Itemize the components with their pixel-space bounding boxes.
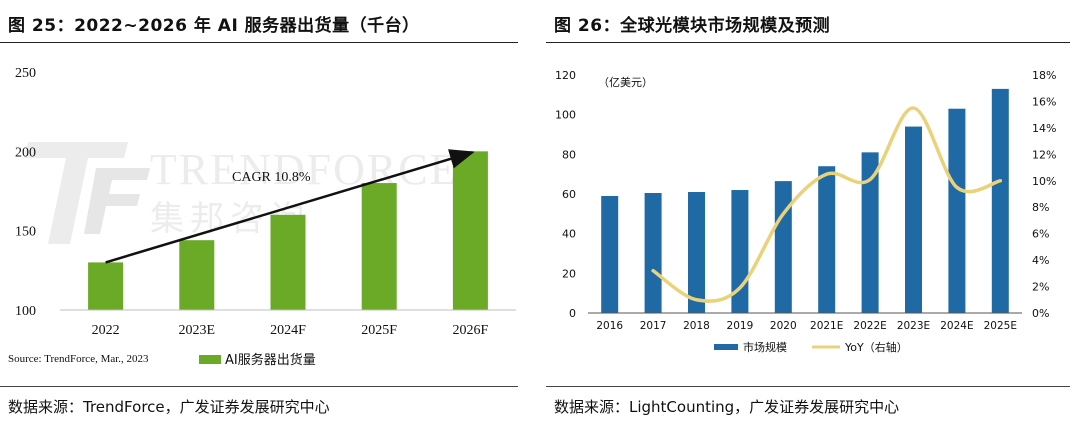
x-tick-label: 2019 (727, 320, 754, 332)
x-tick-label: 2022 (92, 323, 120, 338)
watermark-text: TRENDFORCE (150, 145, 458, 194)
y2-tick-label: 2% (1032, 281, 1049, 294)
chart-source-note: Source: TrendForce, Mar., 2023 (8, 353, 149, 365)
y-tick-label: 100 (555, 109, 576, 122)
y2-tick-label: 0% (1032, 307, 1049, 320)
y-axis-unit-label: （亿美元） (598, 76, 653, 89)
figure-25-bottom-rule (0, 386, 518, 387)
y-tick-label: 100 (15, 304, 36, 319)
x-tick-label: 2020 (770, 320, 797, 332)
legend-swatch (199, 355, 221, 364)
figure-25-top-rule (0, 42, 518, 43)
x-tick-label: 2023E (897, 320, 930, 332)
y2-tick-label: 6% (1032, 228, 1049, 241)
figure-26-title: 图 26：全球光模块市场规模及预测 (554, 16, 831, 36)
y2-tick-label: 8% (1032, 201, 1049, 214)
legend-swatch-market (714, 344, 738, 350)
bar-2017 (644, 193, 662, 313)
x-axis: 2016 2017 2018 2019 2020 2021E 2022E 2023E 2024E… (596, 320, 1017, 332)
x-tick-label: 2025E (984, 320, 1017, 332)
legend-label-yoy: YoY（右轴） (844, 340, 908, 354)
y2-tick-label: 10% (1032, 175, 1056, 188)
bar-2024F (270, 214, 306, 310)
legend: 市场规模 YoY（右轴） (714, 340, 908, 354)
figure-26-panel: 图 26：全球光模块市场规模及预测 （亿美元） 0 20 40 60 80 100 120 … (546, 0, 1080, 430)
legend-label: AI服务器出货量 (225, 352, 316, 368)
right-y-axis: 0% 2% 4% 6% 8% 10% 12% 14% 16% 18% (1032, 69, 1056, 320)
bar-2022 (88, 262, 124, 310)
bar-2026F (452, 151, 488, 310)
x-axis: 2022 2023E 2024F 2025F 2026F (92, 323, 489, 338)
y-tick-label: 60 (562, 188, 576, 201)
x-tick-label: 2022E (853, 320, 886, 332)
bar-2020 (774, 181, 792, 313)
figure-25-panel: 图 25：2022~2026 年 AI 服务器出货量（千台） TRENDFORC… (0, 0, 528, 430)
y-tick-label: 120 (555, 69, 576, 82)
optical-module-market-chart: （亿美元） 0 20 40 60 80 100 120 0% 2% 4% 6% 8% 10% 12% 14… (555, 69, 1056, 354)
x-tick-label: 2023E (179, 323, 216, 338)
y-tick-label: 250 (15, 66, 36, 81)
figure-26-bottom-rule (546, 386, 1070, 387)
y2-tick-label: 14% (1032, 122, 1056, 135)
bar-2023E (905, 126, 922, 313)
bar-2021E (818, 166, 836, 313)
left-y-axis: 0 20 40 60 80 100 120 (555, 69, 576, 320)
x-tick-label: 2017 (640, 320, 667, 332)
x-tick-label: 2025F (361, 323, 397, 338)
yoy-line-series (651, 106, 1003, 303)
y2-tick-label: 12% (1032, 148, 1056, 161)
x-tick-label: 2026F (453, 323, 489, 338)
cagr-annotation: CAGR 10.8% (232, 170, 311, 185)
y-tick-label: 80 (562, 148, 576, 161)
bar-2025E (991, 88, 1009, 313)
watermark-logo-icon (24, 142, 128, 244)
trendforce-watermark: TRENDFORCE 集邦咨询 (24, 142, 458, 244)
figure-25-title: 图 25：2022~2026 年 AI 服务器出货量（千台） (8, 16, 420, 36)
figure-26-source: 数据来源：LightCounting，广发证券发展研究中心 (554, 398, 900, 416)
y2-tick-label: 18% (1032, 69, 1056, 82)
y-tick-label: 20 (562, 267, 576, 280)
bar-2025F (361, 183, 397, 310)
y-tick-label: 40 (562, 228, 576, 241)
watermark-logo-icon-2 (84, 168, 150, 234)
y2-tick-label: 4% (1032, 254, 1049, 267)
bar-2016 (601, 195, 619, 313)
y-tick-label: 150 (15, 225, 36, 240)
x-tick-label: 2018 (683, 320, 710, 332)
figure-26-top-rule (546, 42, 1070, 43)
bar-2018 (688, 192, 705, 313)
figure-25-source: 数据来源：TrendForce，广发证券发展研究中心 (8, 398, 330, 416)
x-tick-label: 2024E (940, 320, 973, 332)
bar-2024E (948, 108, 966, 313)
y-tick-label: 0 (569, 307, 576, 320)
y-tick-label: 200 (15, 145, 36, 160)
market-size-bar-series (601, 88, 1009, 313)
x-tick-label: 2021E (810, 320, 843, 332)
bar-2023E (179, 240, 215, 310)
y-axis: 100 150 200 250 (15, 66, 36, 319)
x-tick-label: 2016 (596, 320, 623, 332)
bar-series (88, 151, 488, 310)
bar-2022E (861, 152, 879, 313)
legend-label-market: 市场规模 (743, 340, 787, 354)
cagr-arrow (105, 149, 475, 264)
x-tick-label: 2024F (270, 323, 306, 338)
y2-tick-label: 16% (1032, 95, 1056, 108)
